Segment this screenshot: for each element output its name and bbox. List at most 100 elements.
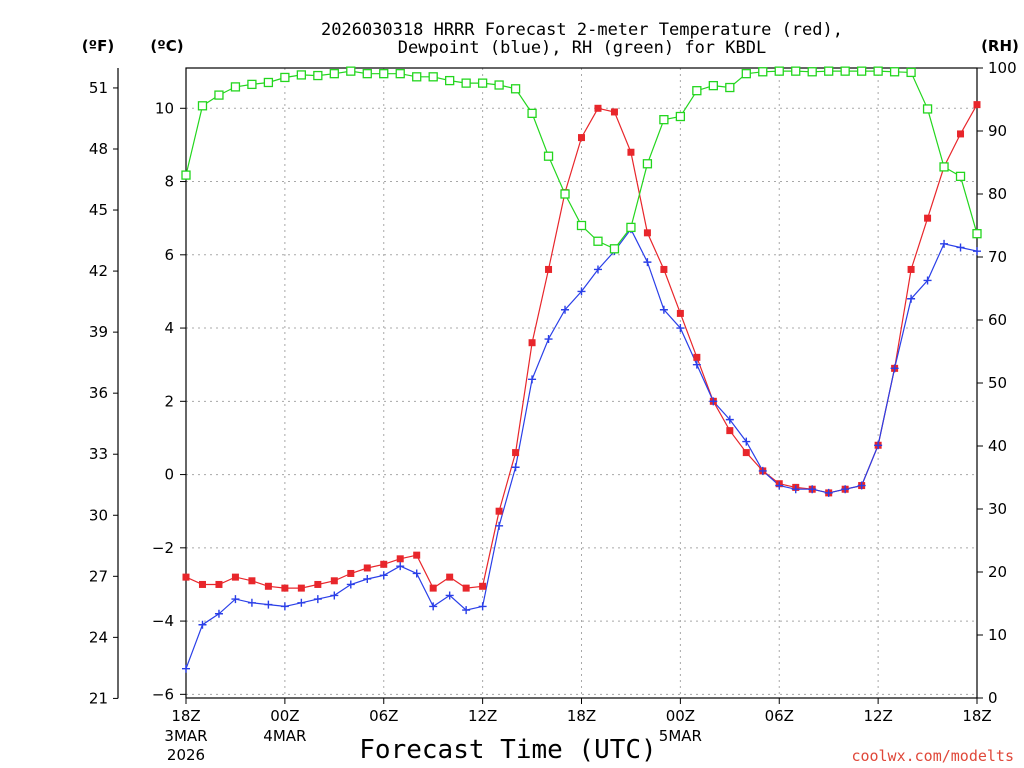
x-tick-label: 18Z <box>567 707 596 725</box>
2-meter-temperature-point <box>363 564 371 572</box>
rh-tick-label: 0 <box>988 689 998 707</box>
relative-humidity-point <box>560 189 570 199</box>
dewpoint-point <box>495 521 504 530</box>
dewpoint-point <box>923 276 932 285</box>
rh-tick-label: 90 <box>988 122 1007 140</box>
dewpoint-point <box>824 488 833 497</box>
relative-humidity-point <box>642 159 653 169</box>
dewpoint-point <box>462 606 471 615</box>
relative-humidity-point <box>856 66 867 76</box>
x-date-label: 5MAR <box>659 727 702 745</box>
celsius-tick-label: 4 <box>164 319 174 337</box>
fahrenheit-tick-label: 24 <box>89 628 108 646</box>
relative-humidity-point <box>263 77 274 88</box>
relative-humidity-point <box>675 111 686 122</box>
dewpoint-point <box>379 571 388 580</box>
rh-tick-label: 80 <box>988 185 1007 203</box>
x-date-label: 3MAR <box>164 727 207 745</box>
dewpoint-point <box>231 595 240 604</box>
relative-humidity-point <box>445 75 455 86</box>
dewpoint-point <box>841 485 850 494</box>
dewpoint-point <box>874 441 883 450</box>
2-meter-temperature-point <box>231 573 239 581</box>
relative-humidity-point <box>412 72 422 82</box>
fahrenheit-tick-label: 27 <box>89 567 108 585</box>
relative-humidity-point <box>791 66 801 76</box>
celsius-tick-label: 6 <box>164 246 174 264</box>
2-meter-temperature-point <box>610 108 618 116</box>
2-meter-temperature-point <box>380 560 388 568</box>
dewpoint-point <box>396 562 405 571</box>
relative-humidity-point <box>247 79 257 90</box>
dewpoint-point <box>709 397 718 406</box>
relative-humidity-point <box>461 78 471 88</box>
dewpoint-point <box>940 239 949 248</box>
fahrenheit-tick-label: 51 <box>89 79 108 97</box>
rh-tick-label: 20 <box>988 563 1007 581</box>
rh-tick-label: 30 <box>988 500 1007 518</box>
dewpoint-point <box>742 437 751 446</box>
celsius-tick-label: −6 <box>152 685 174 703</box>
dewpoint-point <box>973 247 981 256</box>
celsius-tick-label: 0 <box>164 466 174 484</box>
x-axis-title: Forecast Time (UTC) <box>359 735 656 765</box>
2-meter-temperature-point <box>429 584 437 592</box>
fahrenheit-tick-label: 42 <box>89 262 108 280</box>
dewpoint-point <box>247 598 256 607</box>
relative-humidity-point <box>197 101 208 111</box>
2-meter-temperature-point <box>512 449 520 457</box>
dewpoint-point <box>561 305 570 314</box>
series-markers <box>181 66 982 673</box>
relative-humidity-point <box>758 67 768 77</box>
relative-humidity-point <box>214 90 224 100</box>
dewpoint-point <box>544 335 553 344</box>
dewpoint-point <box>643 258 652 267</box>
relative-humidity-point <box>626 222 636 233</box>
dewpoint-point <box>676 324 685 333</box>
2-meter-temperature-point <box>742 449 750 457</box>
dewpoint-point <box>313 595 322 604</box>
x-tick-label: 06Z <box>765 707 794 725</box>
x-tick-label: 12Z <box>468 707 497 725</box>
relative-humidity-point <box>527 108 537 119</box>
2-meter-temperature-point <box>907 265 915 273</box>
2-meter-temperature-point <box>396 555 404 563</box>
dewpoint-point <box>412 569 421 578</box>
relative-humidity-point <box>692 86 702 96</box>
relative-humidity-point <box>873 66 883 76</box>
relative-humidity-point <box>379 69 389 79</box>
x-tick-label: 00Z <box>270 707 299 725</box>
2-meter-temperature-point <box>545 265 553 273</box>
dewpoint-point <box>808 485 817 494</box>
dewpoint-point <box>511 463 520 472</box>
2-meter-temperature-point <box>330 577 338 585</box>
dewpoint-point <box>692 360 701 369</box>
relative-humidity-point <box>543 151 554 161</box>
relative-humidity-point <box>972 229 982 239</box>
relative-humidity-point <box>346 66 356 76</box>
relative-humidity-point <box>428 72 438 82</box>
fahrenheit-tick-label: 45 <box>89 201 108 219</box>
dewpoint-point <box>280 602 289 611</box>
relative-humidity-point <box>313 70 323 81</box>
2-meter-temperature-point <box>957 130 965 138</box>
rh-tick-label: 10 <box>988 626 1007 644</box>
relative-humidity-point <box>230 82 241 92</box>
dewpoint-point <box>363 574 372 583</box>
fahrenheit-tick-label: 21 <box>89 689 108 707</box>
celsius-tick-label: 8 <box>164 173 174 191</box>
fahrenheit-tick-label: 39 <box>89 323 108 341</box>
dewpoint-point <box>198 620 207 629</box>
dewpoint-point <box>593 265 602 274</box>
dewpoint-point <box>956 243 965 252</box>
dewpoint-point <box>758 466 767 475</box>
relative-humidity-point <box>609 244 620 254</box>
dewpoint-point <box>264 600 273 609</box>
fahrenheit-unit-label: (ºF) <box>82 37 114 55</box>
dewpoint-point <box>346 580 355 589</box>
celsius-tick-label: 2 <box>164 392 174 410</box>
chart-title: 2026030318 HRRR Forecast 2-meter Tempera… <box>321 20 843 40</box>
relative-humidity-point <box>329 69 339 79</box>
